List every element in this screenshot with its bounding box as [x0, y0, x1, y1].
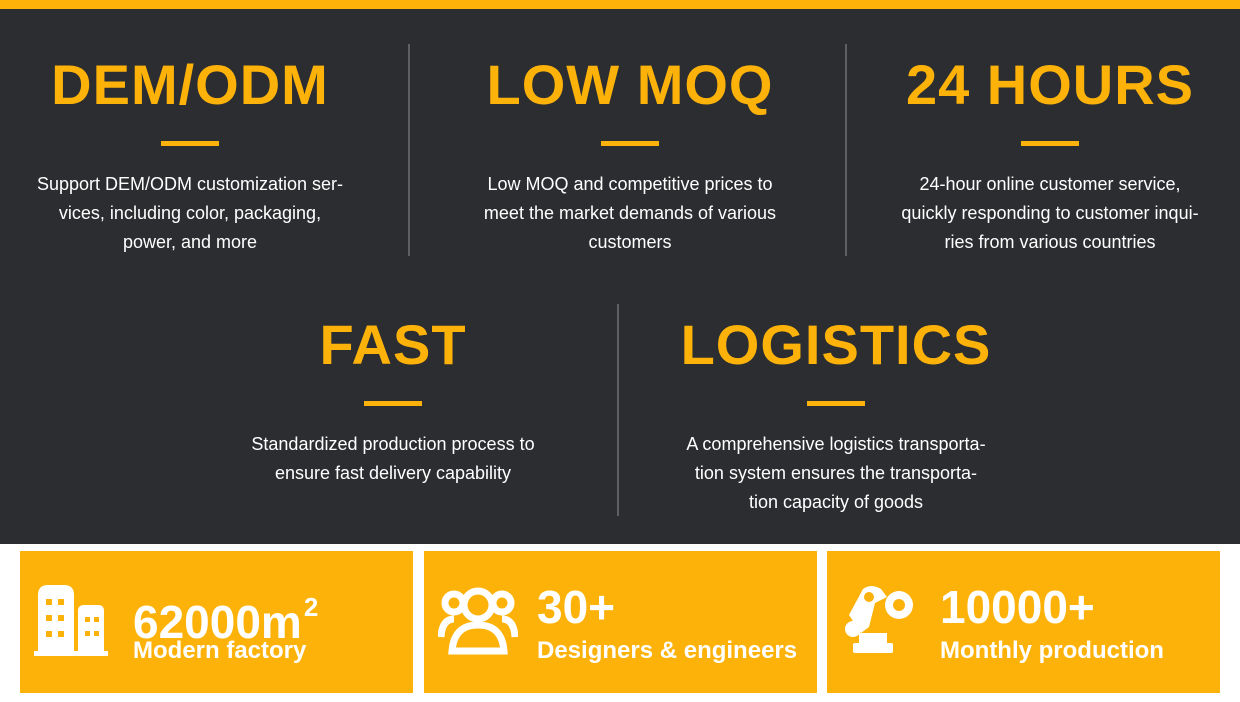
feature-description-line: Standardized production process to: [251, 434, 535, 454]
robot-arm-icon: [845, 586, 913, 653]
feature-description-line: tion capacity of goods: [748, 492, 924, 512]
stat-label: Designers & engineers: [537, 637, 798, 664]
feature-description-line: quickly responding to customer inqui-: [901, 203, 1199, 223]
feature-description-line: ensure fast delivery capability: [274, 463, 512, 483]
stat-label: Monthly production: [940, 637, 1164, 664]
title-underline: [364, 401, 422, 406]
feature-title: LOW MOQ: [486, 53, 774, 116]
divider: [408, 44, 410, 256]
stat-number: 30+: [537, 581, 616, 633]
stat-superscript: 2: [303, 592, 319, 622]
feature: FAST Standardized production process to en…: [203, 313, 583, 488]
stat-number: 62000m2: [133, 581, 318, 648]
team-icon: [438, 587, 518, 655]
feature: 24 HOURS 24-hour online customer service,…: [860, 53, 1240, 257]
top-bar: [0, 0, 1240, 9]
features-panel: [0, 9, 1240, 544]
feature-description-line: 24-hour online customer service,: [919, 174, 1181, 194]
title-underline: [807, 401, 865, 406]
stat-card: 62000m2 Modern factory: [20, 551, 413, 693]
stat-card: 10000+ Monthly production: [827, 551, 1220, 693]
stat-label: Modern factory: [133, 637, 307, 664]
feature: LOW MOQ Low MOQ and competitive prices to…: [440, 53, 820, 257]
stat-number: 10000+: [940, 581, 1095, 633]
feature-description-line: A comprehensive logistics transporta-: [686, 434, 986, 454]
divider: [845, 44, 847, 256]
feature-title: 24 HOURS: [905, 53, 1195, 116]
feature-description-line: power, and more: [122, 232, 258, 252]
feature: DEM/ODM Support DEM/ODM customization ser…: [0, 53, 380, 257]
divider: [617, 304, 619, 516]
feature-description-line: tion system ensures the transporta-: [694, 463, 978, 483]
title-underline: [601, 141, 659, 146]
feature-title: DEM/ODM: [51, 53, 329, 116]
feature-title: LOGISTICS: [680, 313, 992, 376]
feature-description-line: customers: [588, 232, 672, 252]
feature-description-line: Support DEM/ODM customization ser-: [36, 174, 344, 194]
feature-description-line: meet the market demands of various: [483, 203, 777, 223]
feature-description-line: ries from various countries: [944, 232, 1156, 252]
feature-description-line: Low MOQ and competitive prices to: [487, 174, 773, 194]
factory-icon: [34, 585, 108, 656]
title-underline: [1021, 141, 1079, 146]
feature-title: FAST: [319, 313, 467, 376]
stat-number-text: 62000m: [133, 596, 302, 648]
stat-card: 30+ Designers & engineers: [424, 551, 817, 693]
feature: LOGISTICS A comprehensive logistics trans…: [646, 313, 1026, 517]
title-underline: [161, 141, 219, 146]
feature-description-line: vices, including color, packaging,: [58, 203, 322, 223]
